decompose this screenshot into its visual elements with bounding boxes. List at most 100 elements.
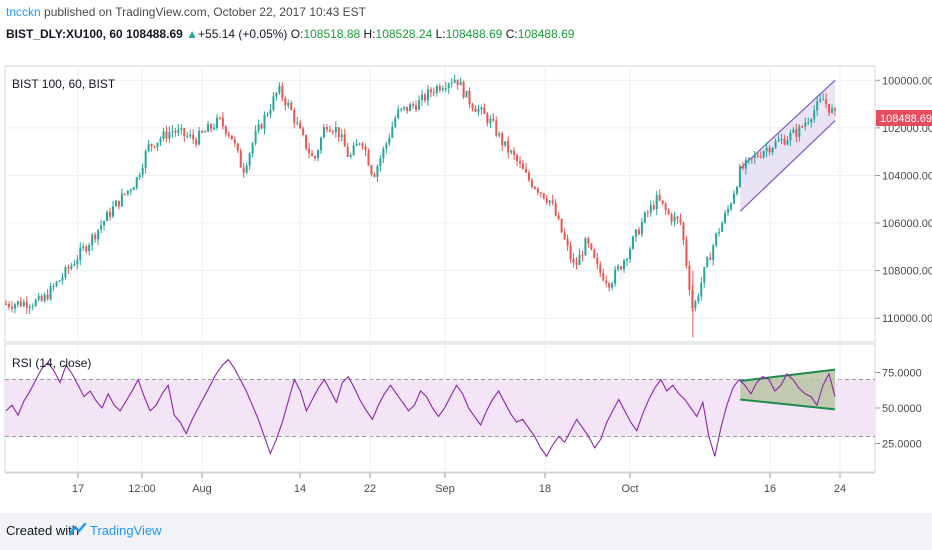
- candle-body: [278, 85, 281, 93]
- candle-body: [28, 306, 31, 308]
- candle-body: [361, 143, 364, 147]
- candle-body: [810, 119, 813, 123]
- price-pane-legend[interactable]: BIST 100, 60, BIST: [12, 77, 116, 91]
- time-axis-label: Oct: [621, 483, 638, 495]
- candle-body: [322, 127, 325, 138]
- candle-body: [248, 153, 251, 166]
- rsi-wedge[interactable]: [740, 368, 836, 411]
- symbol-name[interactable]: BIST_DLY:XU100, 60: [6, 27, 123, 41]
- candle-body: [768, 147, 771, 153]
- author-link[interactable]: tncckn: [6, 5, 41, 19]
- candle-body: [296, 122, 299, 124]
- candle-body: [230, 135, 233, 140]
- candle-body: [450, 82, 453, 84]
- candle-body: [88, 245, 91, 252]
- candle-body: [352, 145, 355, 156]
- candle-body: [331, 131, 334, 133]
- candle-body: [135, 177, 138, 188]
- chart-canvas[interactable]: BIST 100, 60, BIST 110000.00 108000.00 106…: [0, 0, 932, 512]
- candle-body: [429, 89, 432, 93]
- open-label: O:: [290, 27, 304, 41]
- candle-body: [144, 150, 147, 169]
- candle-body: [741, 166, 744, 169]
- candle-body: [756, 155, 759, 157]
- rsi-axis[interactable]: 75.0000 50.0000 25.0000: [875, 367, 922, 451]
- wedge-lower-line[interactable]: [740, 398, 836, 411]
- candle-body: [281, 85, 284, 99]
- candle-body: [245, 165, 248, 173]
- time-axis-label: 24: [834, 483, 846, 495]
- candle-body: [792, 129, 795, 133]
- candle-body: [551, 200, 554, 204]
- candle-body: [536, 188, 539, 193]
- candle-body: [563, 232, 566, 239]
- candle-body: [566, 238, 569, 246]
- candle-body: [513, 150, 516, 155]
- candle-body: [825, 99, 828, 104]
- candle-body: [480, 107, 483, 110]
- candle-body: [376, 166, 379, 177]
- candle-body: [46, 294, 49, 300]
- candle-body: [569, 245, 572, 259]
- rsi-pane[interactable]: RSI (14, close) 75.0000 50.0000 25.0000: [4, 343, 922, 473]
- candle-body: [224, 126, 227, 134]
- candle-body: [302, 128, 305, 135]
- wedge-upper-line[interactable]: [740, 368, 836, 382]
- created-with-text: Created with: [6, 523, 79, 538]
- candle-body: [527, 172, 530, 181]
- rsi-series-line[interactable]: [5, 358, 836, 458]
- candle-body: [254, 130, 257, 144]
- candle-body: [293, 109, 296, 123]
- candle-body: [670, 214, 673, 222]
- candle-body: [198, 130, 201, 145]
- price-pane[interactable]: BIST 100, 60, BIST 110000.00 108000.00 106…: [4, 65, 932, 343]
- candle-body: [700, 282, 703, 297]
- candle-body: [183, 128, 186, 136]
- candle-body: [504, 141, 507, 146]
- candle-body: [819, 99, 822, 102]
- rsi-line[interactable]: [5, 358, 836, 458]
- candle-body: [25, 302, 28, 308]
- candle-body: [557, 215, 560, 219]
- candle-body: [614, 269, 617, 284]
- candle-body: [394, 118, 397, 127]
- price-axis-label: 100000.00: [882, 75, 932, 87]
- candle-body: [530, 180, 533, 187]
- candle-body: [64, 267, 67, 278]
- open-value: 108518.88: [303, 27, 361, 41]
- candle-body: [623, 260, 626, 270]
- candle-body: [379, 158, 382, 167]
- tradingview-logo-icon[interactable]: [68, 521, 88, 539]
- candle-body: [486, 113, 489, 124]
- candle-body: [587, 238, 590, 244]
- candle-body: [664, 203, 667, 210]
- candle-body: [177, 129, 180, 133]
- candle-body: [299, 122, 302, 129]
- trend-channel[interactable]: [739, 79, 836, 212]
- tradingview-brand-link[interactable]: TradingView: [90, 523, 162, 538]
- candle-body: [5, 303, 7, 305]
- candle-body: [58, 280, 61, 282]
- candle-body: [212, 128, 215, 130]
- candle-body: [91, 234, 94, 246]
- rsi-axis-label: 50.0000: [882, 403, 922, 415]
- candle-body: [676, 216, 679, 219]
- time-axis-label: 18: [539, 483, 551, 495]
- candle-body: [620, 266, 623, 270]
- candle-body: [165, 131, 168, 139]
- candle-body: [679, 218, 682, 223]
- channel-upper-line[interactable]: [739, 79, 836, 169]
- rsi-pane-legend[interactable]: RSI (14, close): [12, 356, 91, 370]
- time-axis[interactable]: 17 12:00 Aug 14 22 Sep 18 Oct 16 24: [5, 472, 875, 495]
- channel-lower-line[interactable]: [739, 120, 836, 212]
- candlestick-series[interactable]: [5, 74, 836, 338]
- price-pane-frame: [4, 65, 876, 343]
- candle-body: [474, 108, 477, 112]
- candle-body: [180, 128, 183, 130]
- candle-body: [423, 94, 426, 101]
- candle-body: [150, 143, 153, 147]
- candle-body: [138, 175, 141, 178]
- candle-body: [560, 218, 563, 233]
- candle-body: [385, 143, 388, 149]
- candle-body: [831, 108, 834, 113]
